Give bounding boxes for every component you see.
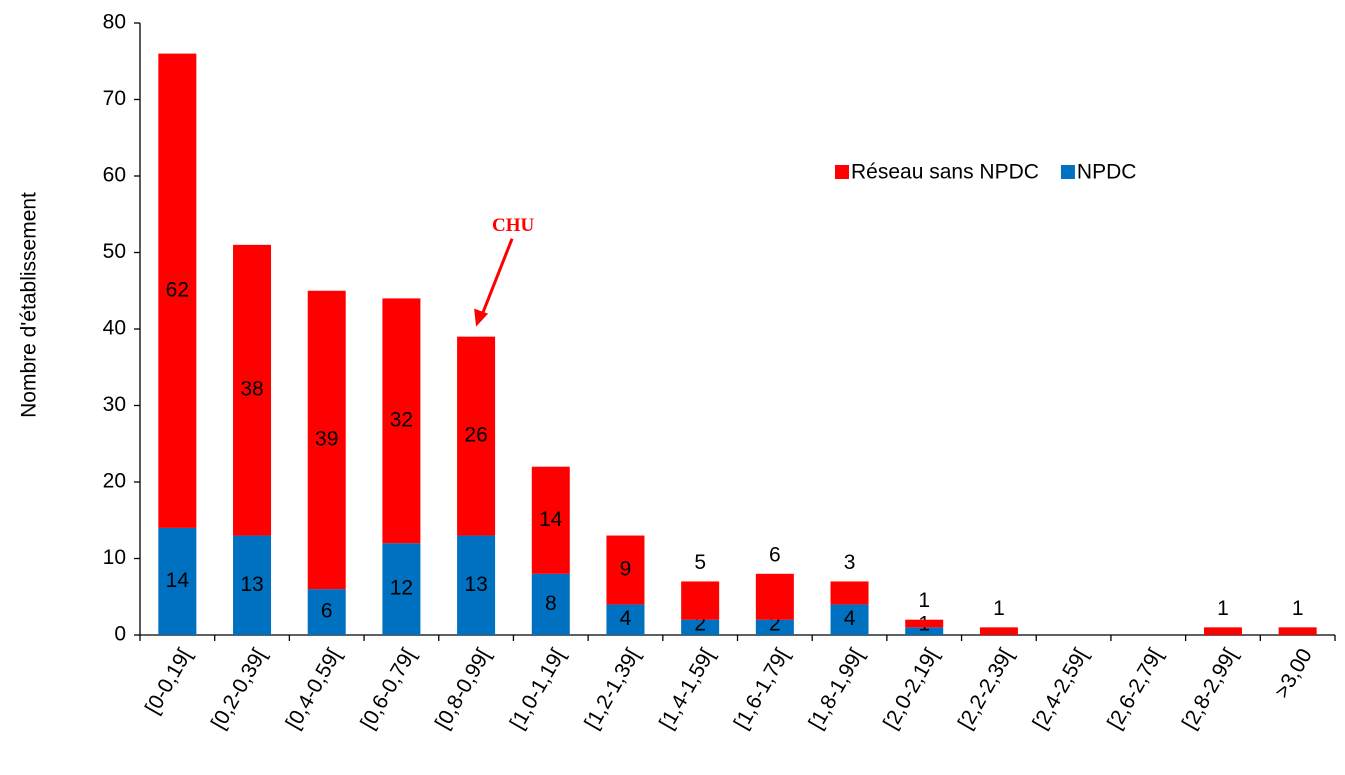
bar-segment [1278, 627, 1317, 635]
annotation-arrow [480, 238, 514, 316]
data-label: 12 [390, 577, 413, 600]
x-tick-label: [0,4-0,59[ [282, 645, 346, 733]
x-tick-label: [1,2-1,39[ [580, 645, 644, 733]
y-tick-label: 80 [103, 11, 126, 34]
bar-segment [755, 573, 794, 620]
legend-label: Réseau sans NPDC [851, 161, 1039, 184]
bar-segment [1203, 627, 1242, 635]
x-tick-label: [0,6-0,79[ [356, 645, 420, 733]
data-label: 14 [539, 508, 563, 531]
x-tick-label: [1,0-1,19[ [506, 645, 570, 733]
x-tick-label: [1,4-1,59[ [655, 645, 719, 733]
data-label: 6 [321, 600, 333, 623]
x-tick-label: [2,6-2,79[ [1103, 645, 1167, 733]
bar-segment [830, 581, 869, 605]
data-label: 1 [1217, 597, 1229, 620]
y-tick-label: 10 [103, 546, 126, 569]
data-label: 1 [918, 589, 930, 612]
data-label: 4 [620, 607, 632, 630]
bar-segment [681, 619, 720, 635]
data-label: 1 [1292, 597, 1304, 620]
x-tick-label: [0,2-0,39[ [207, 645, 271, 733]
bar-segment [979, 627, 1018, 635]
data-label: 5 [694, 551, 706, 574]
legend-label: NPDC [1077, 161, 1137, 184]
data-label: 6 [769, 543, 781, 566]
bar-segment [681, 581, 720, 620]
data-label: 2 [769, 613, 781, 636]
data-label: 1 [993, 597, 1005, 620]
bar-segment [531, 466, 570, 574]
x-tick-label: >3,00 [1270, 645, 1316, 703]
data-label: 13 [240, 573, 263, 596]
y-tick-label: 60 [103, 164, 126, 187]
x-tick-label: [1,8-1,99[ [804, 645, 868, 733]
x-tick-label: [2,0-2,19[ [879, 645, 943, 733]
bar-segment [233, 535, 272, 635]
data-label: 32 [390, 408, 413, 431]
data-label: 3 [844, 551, 856, 574]
bar-segment [755, 619, 794, 635]
bar-segment [382, 298, 421, 544]
legend-swatch [1060, 165, 1075, 179]
x-tick-label: [1,6-1,79[ [730, 645, 794, 733]
legend-swatch [835, 165, 849, 179]
x-tick-label: [2,2-2,39[ [954, 645, 1018, 733]
bar-segment [382, 543, 421, 635]
bar-segment [307, 589, 346, 635]
bar-segment [307, 290, 346, 590]
data-label: 4 [844, 607, 856, 630]
data-label: 13 [464, 573, 487, 596]
y-tick-label: 40 [103, 317, 126, 340]
bar-segment [905, 619, 944, 628]
annotation-arrowhead [474, 308, 489, 327]
y-tick-label: 30 [103, 393, 126, 416]
x-tick-label: [2,8-2,99[ [1178, 645, 1242, 733]
x-tick-label: [0,8-0,99[ [431, 645, 495, 733]
bar-segment [158, 527, 197, 635]
y-axis-label: Nombre d'établissement [18, 192, 41, 418]
annotation: CHU [492, 215, 535, 236]
data-label: 14 [166, 569, 190, 592]
x-tick-label: [2,4-2,59[ [1028, 645, 1092, 733]
bar-segment [830, 604, 869, 635]
bar-segment [905, 627, 944, 635]
y-tick-label: 20 [103, 470, 126, 493]
bar-segment [233, 244, 272, 536]
data-label: 9 [620, 558, 632, 581]
bar-segment [531, 573, 570, 635]
bar-segment [457, 535, 496, 635]
data-label: 39 [315, 427, 338, 450]
bar-segment [158, 53, 197, 528]
x-tick-label: [0-0,19[ [141, 645, 197, 718]
data-label: 2 [694, 613, 706, 636]
data-label: 8 [545, 592, 557, 615]
bar-segment [606, 535, 645, 605]
bar-segment [457, 336, 496, 536]
data-label: 26 [464, 424, 487, 447]
y-tick-label: 50 [103, 240, 126, 263]
data-label: 62 [166, 278, 189, 301]
data-label: 38 [240, 378, 263, 401]
y-tick-label: 0 [114, 623, 126, 646]
bar-segment [606, 604, 645, 635]
y-tick-label: 70 [103, 87, 126, 110]
